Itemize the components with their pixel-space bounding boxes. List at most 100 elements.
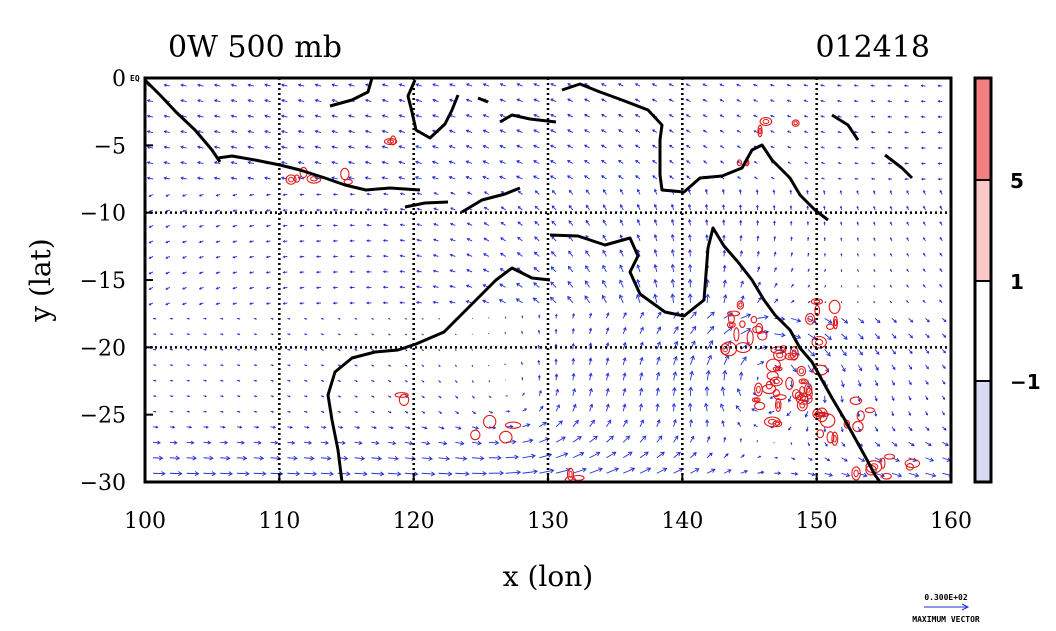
wind-vector-head	[836, 84, 840, 87]
wind-vector-head	[704, 385, 710, 391]
wind-vector-head	[887, 99, 890, 103]
wind-vector-head	[154, 364, 157, 367]
x-tick-label: 100	[124, 509, 166, 534]
wind-vector	[584, 83, 590, 87]
wind-vector-head	[316, 239, 319, 243]
wind-vector	[891, 364, 896, 370]
wind-vector	[768, 410, 775, 414]
wind-vector	[601, 144, 607, 149]
wind-vector-head	[305, 348, 308, 351]
wind-vector	[371, 441, 379, 444]
wind-vector-head	[448, 300, 453, 304]
wind-vector-head	[389, 411, 392, 414]
wind-vector-head	[825, 368, 830, 373]
wind-vector	[555, 469, 570, 474]
wind-vector-head	[937, 100, 941, 103]
wind-vector	[270, 441, 278, 444]
wind-vector-head	[448, 175, 453, 180]
wind-vector-head	[839, 190, 843, 193]
wind-vector-head	[894, 443, 898, 447]
wind-vector-head	[721, 420, 725, 424]
wind-vector	[164, 130, 170, 133]
wind-vector-head	[804, 161, 807, 164]
wind-vector-head	[874, 413, 878, 417]
wind-vector-head	[497, 455, 502, 461]
wind-vector-head	[338, 333, 341, 336]
wind-vector-head	[791, 267, 794, 271]
wind-vector-head	[288, 317, 291, 320]
x-axis-label: x (lon)	[503, 560, 593, 593]
wind-vector-head	[483, 253, 487, 257]
wind-vector-head	[618, 159, 622, 163]
wind-vector	[516, 129, 523, 133]
contour-ring-inner	[762, 119, 770, 125]
contour-ring-inner	[728, 322, 734, 327]
wind-vector	[636, 294, 641, 304]
wind-vector-head	[704, 402, 709, 407]
wind-vector-head	[942, 412, 945, 416]
wind-vector-head	[154, 410, 157, 413]
wind-vector-head	[756, 376, 759, 379]
wind-vector-head	[840, 399, 844, 403]
wind-vector-head	[602, 249, 606, 254]
wind-vector	[603, 189, 607, 195]
wind-vector-head	[873, 300, 875, 303]
wind-vector	[654, 294, 658, 303]
wind-vector-head	[482, 129, 487, 133]
wind-vector-head	[215, 224, 219, 228]
wind-vector-head	[180, 83, 184, 87]
wind-vector-head	[773, 220, 776, 224]
wind-vector-head	[926, 366, 929, 370]
contour-ring	[499, 430, 513, 444]
wind-vector-head	[860, 319, 865, 324]
wind-vector-head	[737, 176, 740, 179]
wind-vector	[416, 99, 422, 102]
wind-vector-head	[165, 240, 168, 244]
wind-vector-head	[939, 268, 942, 271]
wind-vector	[572, 420, 579, 428]
wind-vector-head	[449, 238, 453, 242]
wind-vector-head	[163, 83, 167, 87]
wind-vector-head	[823, 221, 826, 224]
wind-vector-head	[230, 83, 235, 87]
wind-vector-head	[803, 115, 807, 118]
wind-vector	[791, 317, 801, 322]
wind-vector-head	[566, 160, 571, 164]
wind-vector	[740, 250, 743, 257]
wind-vector-head	[422, 396, 425, 399]
wind-vector	[320, 441, 329, 444]
wind-vector	[639, 372, 643, 381]
wind-vector	[622, 372, 626, 381]
wind-vector-head	[465, 160, 470, 164]
wind-vector	[382, 145, 389, 149]
wind-vector	[248, 146, 254, 149]
wind-vector-head	[909, 366, 913, 370]
y-tick-label: −5	[94, 134, 126, 159]
wind-vector-head	[416, 269, 420, 273]
wind-vector-head	[598, 467, 603, 473]
wind-vector-head	[533, 98, 537, 102]
wind-vector-head	[382, 270, 386, 274]
wind-vector-head	[482, 83, 487, 87]
wind-vector-head	[789, 205, 793, 208]
wind-vector-head	[465, 144, 470, 149]
wind-vector-head	[906, 268, 909, 271]
wind-vector-head	[247, 176, 251, 180]
wind-vector-head	[653, 248, 658, 253]
wind-vector-head	[787, 146, 790, 149]
wind-vector	[472, 457, 484, 459]
wind-vector-head	[889, 190, 893, 193]
coastline-java	[217, 154, 421, 192]
wind-vector-head	[331, 114, 335, 118]
colorbar-segment	[975, 381, 991, 482]
wind-vector	[164, 84, 170, 87]
wind-vector-head	[635, 159, 639, 163]
wind-vector-head	[355, 364, 358, 367]
wind-vector-head	[897, 472, 903, 478]
wind-vector-head	[213, 130, 218, 134]
wind-vector	[925, 472, 936, 477]
wind-vector-head	[364, 114, 369, 118]
wind-vector	[466, 176, 473, 180]
wind-vector-head	[873, 253, 876, 256]
wind-vector-head	[636, 203, 641, 208]
